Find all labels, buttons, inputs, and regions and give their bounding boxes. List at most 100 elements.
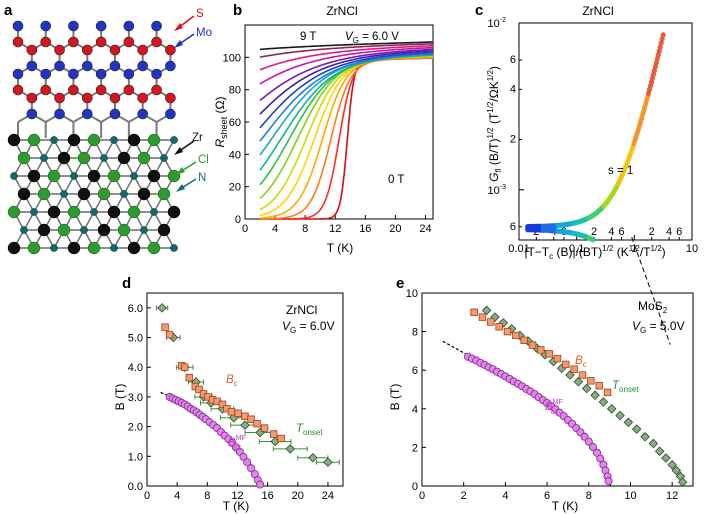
chart-e-tonset-point xyxy=(623,417,634,428)
chart-e-tonset-point xyxy=(481,305,492,316)
cl-arrowhead xyxy=(176,167,185,175)
chart-c-xtick-label: 0.01 xyxy=(508,243,529,255)
chlorine-atom xyxy=(67,205,81,219)
chart-b-ytick-label: 100 xyxy=(223,52,241,64)
molybdenum-atom xyxy=(12,68,24,80)
chart-d-bc-point xyxy=(247,415,255,423)
chart-d-ylabel: B (T) xyxy=(113,384,127,411)
chlorine-atom xyxy=(107,169,121,183)
molybdenum-atom xyxy=(95,68,107,80)
zirconium-atom xyxy=(27,169,41,183)
molybdenum-atom xyxy=(81,108,93,120)
nitrogen-atom xyxy=(160,154,168,162)
chlorine-atom xyxy=(27,133,41,147)
chart-b-ylabel: Rsheet (Ω) xyxy=(213,96,229,147)
chart-d-bc2-point xyxy=(256,480,265,489)
chart-d-ytick-label: 6.0 xyxy=(128,303,143,315)
zirconium-atom xyxy=(107,205,121,219)
chart-d-bc-point xyxy=(195,385,203,394)
chart-e-tonset-point xyxy=(640,432,650,442)
sulfur-atom xyxy=(95,36,107,48)
chart-e-tonset-point xyxy=(606,404,617,414)
chart-e-bc-point xyxy=(528,341,537,349)
sulfur-atom xyxy=(123,84,135,96)
chart-d-bc2-point xyxy=(247,464,256,473)
chart-d-ytick-label: 2.0 xyxy=(128,422,143,434)
chart-e-bc-point xyxy=(553,354,562,363)
zirconium-atom xyxy=(47,205,61,219)
zirconium-atom xyxy=(157,223,171,237)
nitrogen-atom xyxy=(140,226,148,234)
chart-d-bc-point xyxy=(241,412,249,420)
nitrogen-atom xyxy=(50,244,58,252)
chart-e-bc-point xyxy=(570,365,578,373)
nitrogen-atom xyxy=(130,172,138,180)
chart-d-bc-point xyxy=(277,434,285,443)
chart-b-ytick-label: 20 xyxy=(229,182,241,194)
chart-e-xtick-label: 4 xyxy=(502,490,508,502)
chart-e-bc-point xyxy=(512,331,520,340)
sulfur-atom xyxy=(151,36,162,48)
chart-e-ytick-label: 2 xyxy=(412,442,418,454)
molybdenum-atom xyxy=(26,108,38,120)
molybdenum-atom xyxy=(137,108,149,120)
chart-c-s-label: s = 1 xyxy=(608,165,633,177)
chart-b-gate-label: VG = 6.0 V xyxy=(345,31,399,45)
panel-label-e: e xyxy=(396,275,404,292)
chart-d-tonset-point xyxy=(157,303,167,313)
chart-e-xtick-label: 10 xyxy=(624,490,636,502)
chart-b-title: ZrNCl xyxy=(326,4,357,18)
chart-b-curve xyxy=(259,43,434,58)
chart-e-bc-point xyxy=(562,360,570,369)
chart-c-ylabel: Gfl (B/T)1/2 (T1/2/ΩK1/2) xyxy=(486,66,503,182)
chart-e-xtick-label: 6 xyxy=(544,490,550,502)
chart-e-bc-label: Bc xyxy=(575,355,587,369)
nitrogen-atom xyxy=(170,244,178,252)
chart-b-ytick-label: 40 xyxy=(229,149,241,161)
zirconium-atom xyxy=(77,187,91,201)
chart-e-tonset-point xyxy=(677,477,688,487)
molybdenum-atom xyxy=(109,60,121,72)
chart-e-ytick-label: 8 xyxy=(412,327,418,339)
chart-c-ytick-label: 10-2 xyxy=(488,17,507,30)
chart-d-xtick-label: 0 xyxy=(144,490,150,502)
chart-c-minor-ytick-label: 2 xyxy=(510,134,516,146)
chart-d-bc-point xyxy=(218,400,227,409)
nitrogen-atom xyxy=(10,172,18,180)
chart-b-xtick-label: 4 xyxy=(272,223,278,235)
chart-b-xtick-label: 12 xyxy=(329,223,341,235)
molybdenum-atom xyxy=(54,108,65,120)
chart-d-bc-point xyxy=(269,430,278,438)
chart-d-tonset-point xyxy=(285,444,295,454)
chart-b-xtick-label: 20 xyxy=(389,223,401,235)
chart-e-bc2-point xyxy=(604,477,613,486)
sulfur-atom xyxy=(26,44,38,56)
label-n: N xyxy=(198,172,206,184)
chart-c-point-upper xyxy=(651,68,658,74)
chart-c-xlabel: |T−Tc (B)|/(BT)1/2 (K1/2/T1/2) xyxy=(524,244,665,261)
zirconium-atom xyxy=(147,169,161,183)
chart-d-tonset-point xyxy=(240,420,250,430)
chlorine-atom xyxy=(7,205,21,219)
chart-e-title: MoS2 xyxy=(638,299,668,315)
zirconium-atom xyxy=(7,241,21,255)
chart-d-bc-label: Bc xyxy=(226,374,238,388)
molybdenum-atom xyxy=(165,108,176,120)
molybdenum-atom xyxy=(54,60,65,72)
zirconium-atom xyxy=(127,133,141,147)
chart-d-xtick-label: 16 xyxy=(261,490,273,502)
zirconium-atom xyxy=(67,241,81,255)
chlorine-atom xyxy=(157,187,171,201)
zirconium-atom xyxy=(87,169,101,183)
chart-c-minor-ytick-label: 6 xyxy=(510,54,516,66)
zr-arrowhead xyxy=(174,147,183,155)
chart-c-point-upper xyxy=(653,60,659,66)
chlorine-atom xyxy=(117,223,131,237)
n-arrowhead xyxy=(176,184,185,192)
chart-e-bc-point xyxy=(603,388,612,397)
chart-d-tonset-point xyxy=(308,453,318,463)
molybdenum-atom xyxy=(81,60,93,72)
chart-d-bc-point xyxy=(234,409,242,417)
chart-b-curve xyxy=(259,55,434,211)
